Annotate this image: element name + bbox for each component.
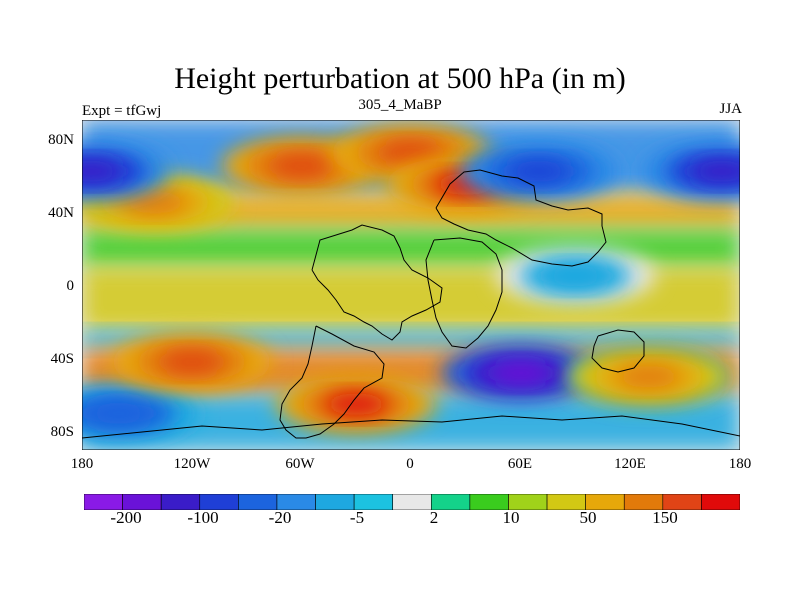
- colorbar-label: 150: [652, 508, 678, 527]
- x-tick-label: 120W: [173, 456, 211, 472]
- contour-map: [82, 120, 740, 450]
- x-tick-label: 60W: [285, 456, 315, 472]
- high-contour: [269, 154, 334, 177]
- season-label: JJA: [719, 101, 742, 117]
- land-outline-australia: [591, 329, 645, 373]
- low-contour: [82, 160, 124, 183]
- x-tick-label: 0: [406, 456, 414, 472]
- high-contour: [616, 365, 681, 388]
- land-outline-antarctica: [82, 415, 740, 439]
- colorbar-label: -5: [349, 508, 365, 527]
- low-contour: [506, 160, 571, 183]
- colorbar-label: 10: [502, 508, 520, 527]
- high-contour: [159, 350, 224, 374]
- high-contour: [379, 141, 443, 165]
- y-tick-label: 0: [66, 278, 75, 294]
- experiment-label: Expt = tfGwj: [82, 103, 162, 119]
- x-tick-label: 120E: [614, 456, 646, 472]
- y-tick-label: 80S: [50, 424, 74, 440]
- subtitle: 305_4_MaBP: [358, 97, 442, 113]
- colorbar-label: 2: [429, 508, 439, 527]
- x-tick-label: 180: [728, 456, 752, 472]
- high-contour: [324, 393, 389, 416]
- chart-title: Height perturbation at 500 hPa (in m): [174, 62, 626, 95]
- land-outline-eurasia: [435, 169, 607, 267]
- high-contour: [123, 191, 188, 214]
- land-outline-africa: [425, 237, 503, 349]
- low-contour: [543, 264, 608, 287]
- low-contour: [488, 361, 553, 385]
- land-outline-group: [82, 169, 740, 439]
- colorbar-label: -200: [110, 508, 142, 527]
- contour-fill-group: [82, 120, 740, 450]
- colorbar-label: -20: [268, 508, 292, 527]
- y-tick-label: 80N: [48, 132, 74, 148]
- y-tick-label: 40S: [50, 351, 74, 367]
- colorbar: [84, 494, 740, 510]
- x-tick-label: 60E: [507, 456, 533, 472]
- x-tick-label: 180: [70, 456, 94, 472]
- y-tick-label: 40N: [48, 205, 74, 221]
- colorbar-label: 50: [579, 508, 597, 527]
- colorbar-swatch: [701, 494, 740, 510]
- low-contour: [689, 160, 740, 183]
- colorbar-label: -100: [187, 508, 219, 527]
- land-outline-north-america: [311, 224, 443, 341]
- land-outline-south-america: [279, 325, 385, 439]
- low-contour: [86, 402, 151, 425]
